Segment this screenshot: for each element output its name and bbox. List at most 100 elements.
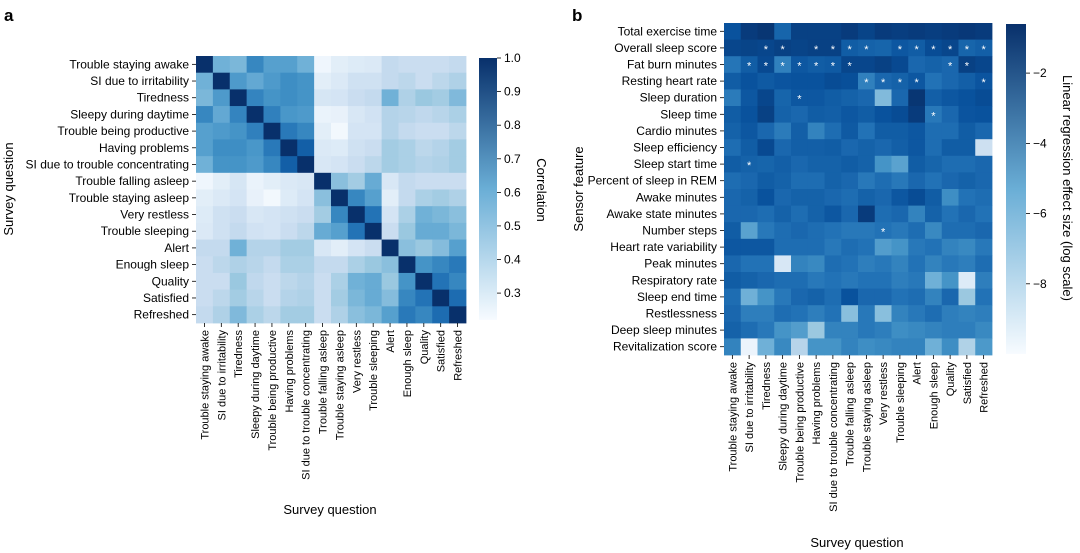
heatmap-cell (757, 155, 775, 173)
row-label: Fat burn minutes (627, 58, 717, 72)
heatmap-cell (432, 239, 450, 257)
heatmap-cell (415, 222, 433, 240)
significance-marker: * (914, 44, 919, 56)
heatmap-cell (874, 255, 892, 273)
heatmap-cell (908, 272, 926, 289)
significance-marker: * (847, 44, 852, 56)
heatmap-cell (958, 56, 976, 74)
heatmap-cell (364, 56, 383, 74)
heatmap-cell (774, 222, 792, 240)
heatmap-cell (347, 72, 366, 90)
colorbar-tick-label: −2 (1033, 66, 1047, 80)
colorbar-tick-label: 0.6 (504, 185, 521, 199)
row-label: Awake minutes (636, 190, 717, 204)
heatmap-cell (874, 272, 892, 289)
heatmap-cell (246, 206, 264, 224)
heatmap-cell (314, 189, 332, 207)
heatmap-cell (212, 272, 231, 291)
row-label: Cardio minutes (636, 124, 717, 138)
column-label: SI due to irritability (216, 330, 228, 421)
heatmap-cell (858, 305, 876, 323)
heatmap-cell (891, 305, 909, 323)
heatmap-cell (925, 172, 943, 190)
heatmap-cell (757, 272, 775, 289)
heatmap-cell (757, 39, 775, 57)
heatmap-cell (841, 172, 859, 190)
heatmap-cell (432, 139, 450, 157)
heatmap-cell (975, 305, 993, 323)
heatmap-cell (381, 239, 399, 257)
heatmap-cell (891, 122, 909, 140)
significance-marker: * (747, 160, 752, 172)
heatmap-cell (331, 56, 349, 74)
heatmap-cell (908, 222, 926, 240)
column-label: Trouble falling asleep (318, 330, 330, 434)
panel-a-column-labels: Trouble staying awake SI due to irritabil… (199, 323, 465, 480)
significance-marker: * (965, 44, 970, 56)
heatmap-cell (858, 255, 876, 273)
heatmap-cell (841, 139, 859, 157)
heatmap-cell (874, 39, 892, 57)
heatmap-cell (415, 122, 433, 140)
heatmap-cell (297, 106, 315, 124)
heatmap-cell (263, 172, 281, 190)
heatmap-cell (891, 272, 909, 289)
heatmap-cell (280, 156, 298, 174)
heatmap-cell (740, 255, 758, 273)
heatmap-cell (791, 56, 809, 74)
row-label: Trouble being productive (57, 124, 189, 138)
heatmap-cell (297, 56, 315, 74)
heatmap-cell (975, 139, 993, 157)
heatmap-cell (807, 205, 825, 223)
heatmap-cell (941, 255, 959, 273)
heatmap-cell (757, 288, 775, 306)
heatmap-cell (774, 321, 792, 339)
heatmap-cell (908, 122, 926, 140)
heatmap-cell (975, 272, 993, 289)
heatmap-cell (858, 89, 876, 107)
heatmap-cell (381, 222, 399, 240)
heatmap-cell (958, 272, 976, 289)
row-label: Satisfied (143, 291, 189, 305)
heatmap-cell (263, 106, 281, 124)
heatmap-cell (975, 23, 993, 40)
significance-marker: * (764, 44, 769, 56)
heatmap-cell (246, 306, 264, 324)
heatmap-cell (824, 189, 842, 206)
significance-marker: * (914, 77, 919, 89)
heatmap-cell (212, 172, 231, 190)
heatmap-cell (925, 305, 943, 323)
heatmap-cell (381, 172, 399, 190)
heatmap-cell (415, 156, 433, 174)
heatmap-cell (791, 106, 809, 123)
heatmap-cell (724, 39, 742, 57)
heatmap-cell (858, 338, 876, 356)
heatmap-cell (740, 222, 758, 240)
significance-marker: * (931, 44, 936, 56)
panel-b-colorbar (1006, 24, 1026, 354)
heatmap-cell (941, 272, 959, 289)
heatmap-cell (774, 39, 792, 57)
heatmap-cell (791, 272, 809, 289)
heatmap-cell (757, 106, 775, 123)
column-label: SI due to trouble concentrating (301, 330, 313, 480)
significance-marker: * (898, 77, 903, 89)
heatmap-cell (841, 89, 859, 107)
heatmap-cell (415, 306, 433, 324)
panel-a-heatmap (196, 56, 467, 324)
panel-a-colorbar (479, 58, 497, 320)
heatmap-cell (415, 206, 433, 224)
heatmap-cell (212, 256, 231, 274)
significance-marker: * (898, 44, 903, 56)
heatmap-cell (757, 321, 775, 339)
heatmap-cell (246, 156, 264, 174)
heatmap-cell (874, 56, 892, 74)
heatmap-cell (774, 155, 792, 173)
heatmap-cell (908, 139, 926, 157)
heatmap-cell (381, 156, 399, 174)
heatmap-cell (280, 122, 298, 140)
heatmap-cell (841, 23, 859, 40)
heatmap-cell (415, 256, 433, 274)
heatmap-cell (297, 89, 315, 107)
heatmap-cell (212, 289, 231, 307)
